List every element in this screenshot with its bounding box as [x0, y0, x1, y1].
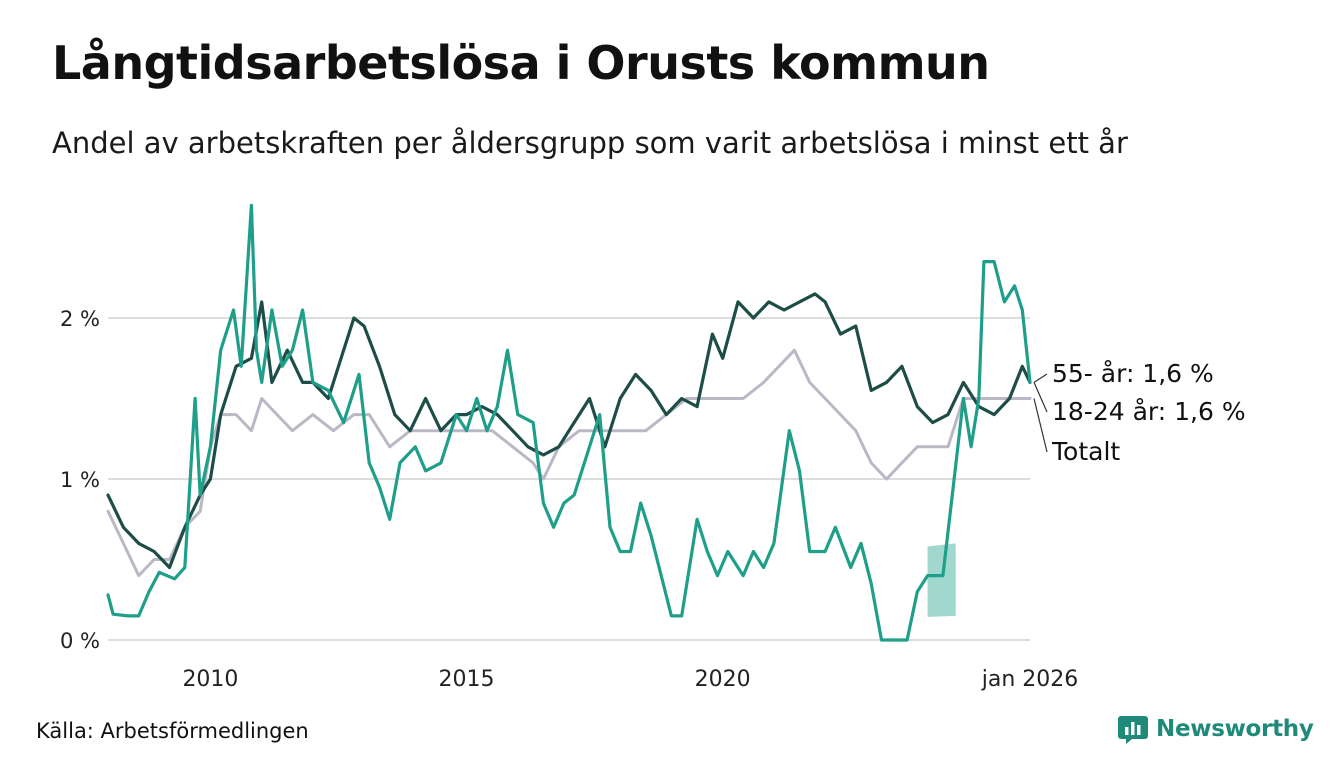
- newsworthy-logo: Newsworthy: [1118, 713, 1314, 745]
- bar-chart-icon: [1118, 716, 1148, 744]
- end-label-total: Totalt: [1051, 437, 1120, 466]
- series-end-labels: Totalt 18-24 år: 1,6 % 55- år: 1,6 %: [1033, 359, 1246, 466]
- source-note: Källa: Arbetsförmedlingen: [36, 719, 309, 743]
- x-tick-label: 2015: [439, 667, 495, 692]
- end-label-age55: 55- år: 1,6 %: [1052, 359, 1214, 388]
- series-line-age1824: [106, 292, 1032, 570]
- chart-subtitle: Andel av arbetskraften per åldersgrupp s…: [52, 126, 1128, 160]
- series-line-total: [106, 348, 1032, 578]
- leader-line-total: [1033, 398, 1048, 453]
- y-axis-labels: 0 % 1 % 2 %: [60, 307, 100, 653]
- x-tick-label: jan 2026: [981, 667, 1079, 692]
- series-lines: [106, 203, 1032, 642]
- chart-title: Långtidsarbetslösa i Orusts kommun: [52, 36, 990, 90]
- y-tick-label: 1 %: [60, 468, 100, 492]
- x-axis-labels: 2010 2015 2020 jan 2026: [182, 667, 1078, 692]
- x-tick-label: 2010: [182, 667, 238, 692]
- leader-line-age1824: [1033, 382, 1048, 413]
- uncertainty-band-area: [927, 543, 956, 617]
- brand-name: Newsworthy: [1156, 716, 1314, 742]
- uncertainty-band: [927, 543, 956, 617]
- y-tick-label: 2 %: [60, 307, 100, 331]
- end-label-age1824: 18-24 år: 1,6 %: [1052, 397, 1246, 426]
- y-tick-label: 0 %: [60, 629, 100, 653]
- leader-line-age55: [1033, 373, 1048, 383]
- x-tick-label: 2020: [695, 667, 751, 692]
- series-line-age55: [106, 203, 1032, 642]
- grid-lines: [108, 317, 1030, 641]
